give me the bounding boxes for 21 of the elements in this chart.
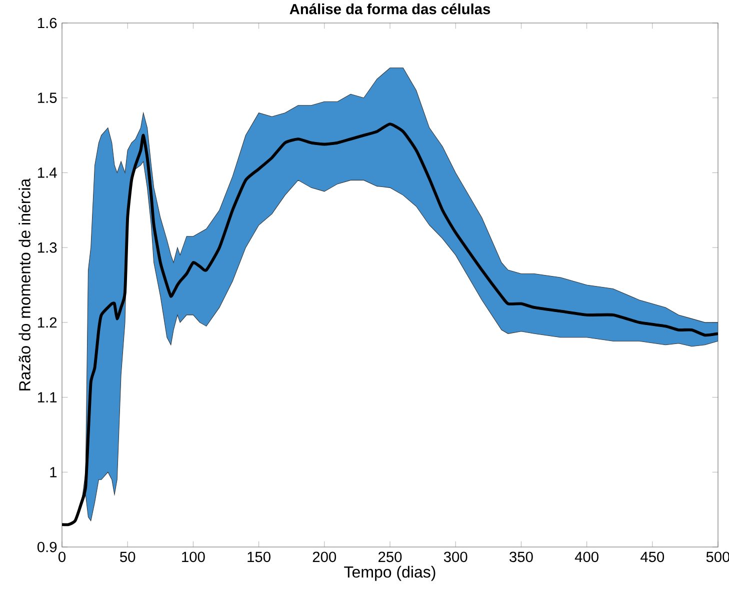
- x-tick-label: 350: [510, 552, 533, 562]
- y-tick-label: 0.9: [37, 542, 57, 552]
- y-tick-label: 1.6: [38, 18, 57, 28]
- y-tick-label: 1.5: [38, 92, 57, 103]
- y-tick-label: 1: [50, 467, 57, 478]
- x-tick-label: 200: [312, 552, 336, 562]
- x-axis-title: Tempo (dias): [344, 566, 436, 581]
- x-tick-label: 50: [120, 552, 136, 562]
- x-tick-label: 250: [378, 552, 402, 562]
- chart-title: Análise da forma das células: [290, 3, 490, 14]
- x-tick-label: 0: [58, 552, 66, 562]
- y-tick-label: 1.3: [38, 242, 57, 253]
- x-tick-label: 100: [182, 552, 205, 562]
- y-tick-label: 1.4: [38, 168, 57, 178]
- x-tick-label: 150: [248, 552, 270, 562]
- x-tick-label: 300: [444, 552, 468, 562]
- x-tick-label: 450: [640, 552, 664, 562]
- y-axis-title: Razão do momento de inércia: [18, 178, 30, 390]
- y-tick-label: 1.2: [38, 317, 57, 328]
- y-tick-label: 1.1: [38, 392, 57, 402]
- x-tick-label: 400: [574, 552, 598, 562]
